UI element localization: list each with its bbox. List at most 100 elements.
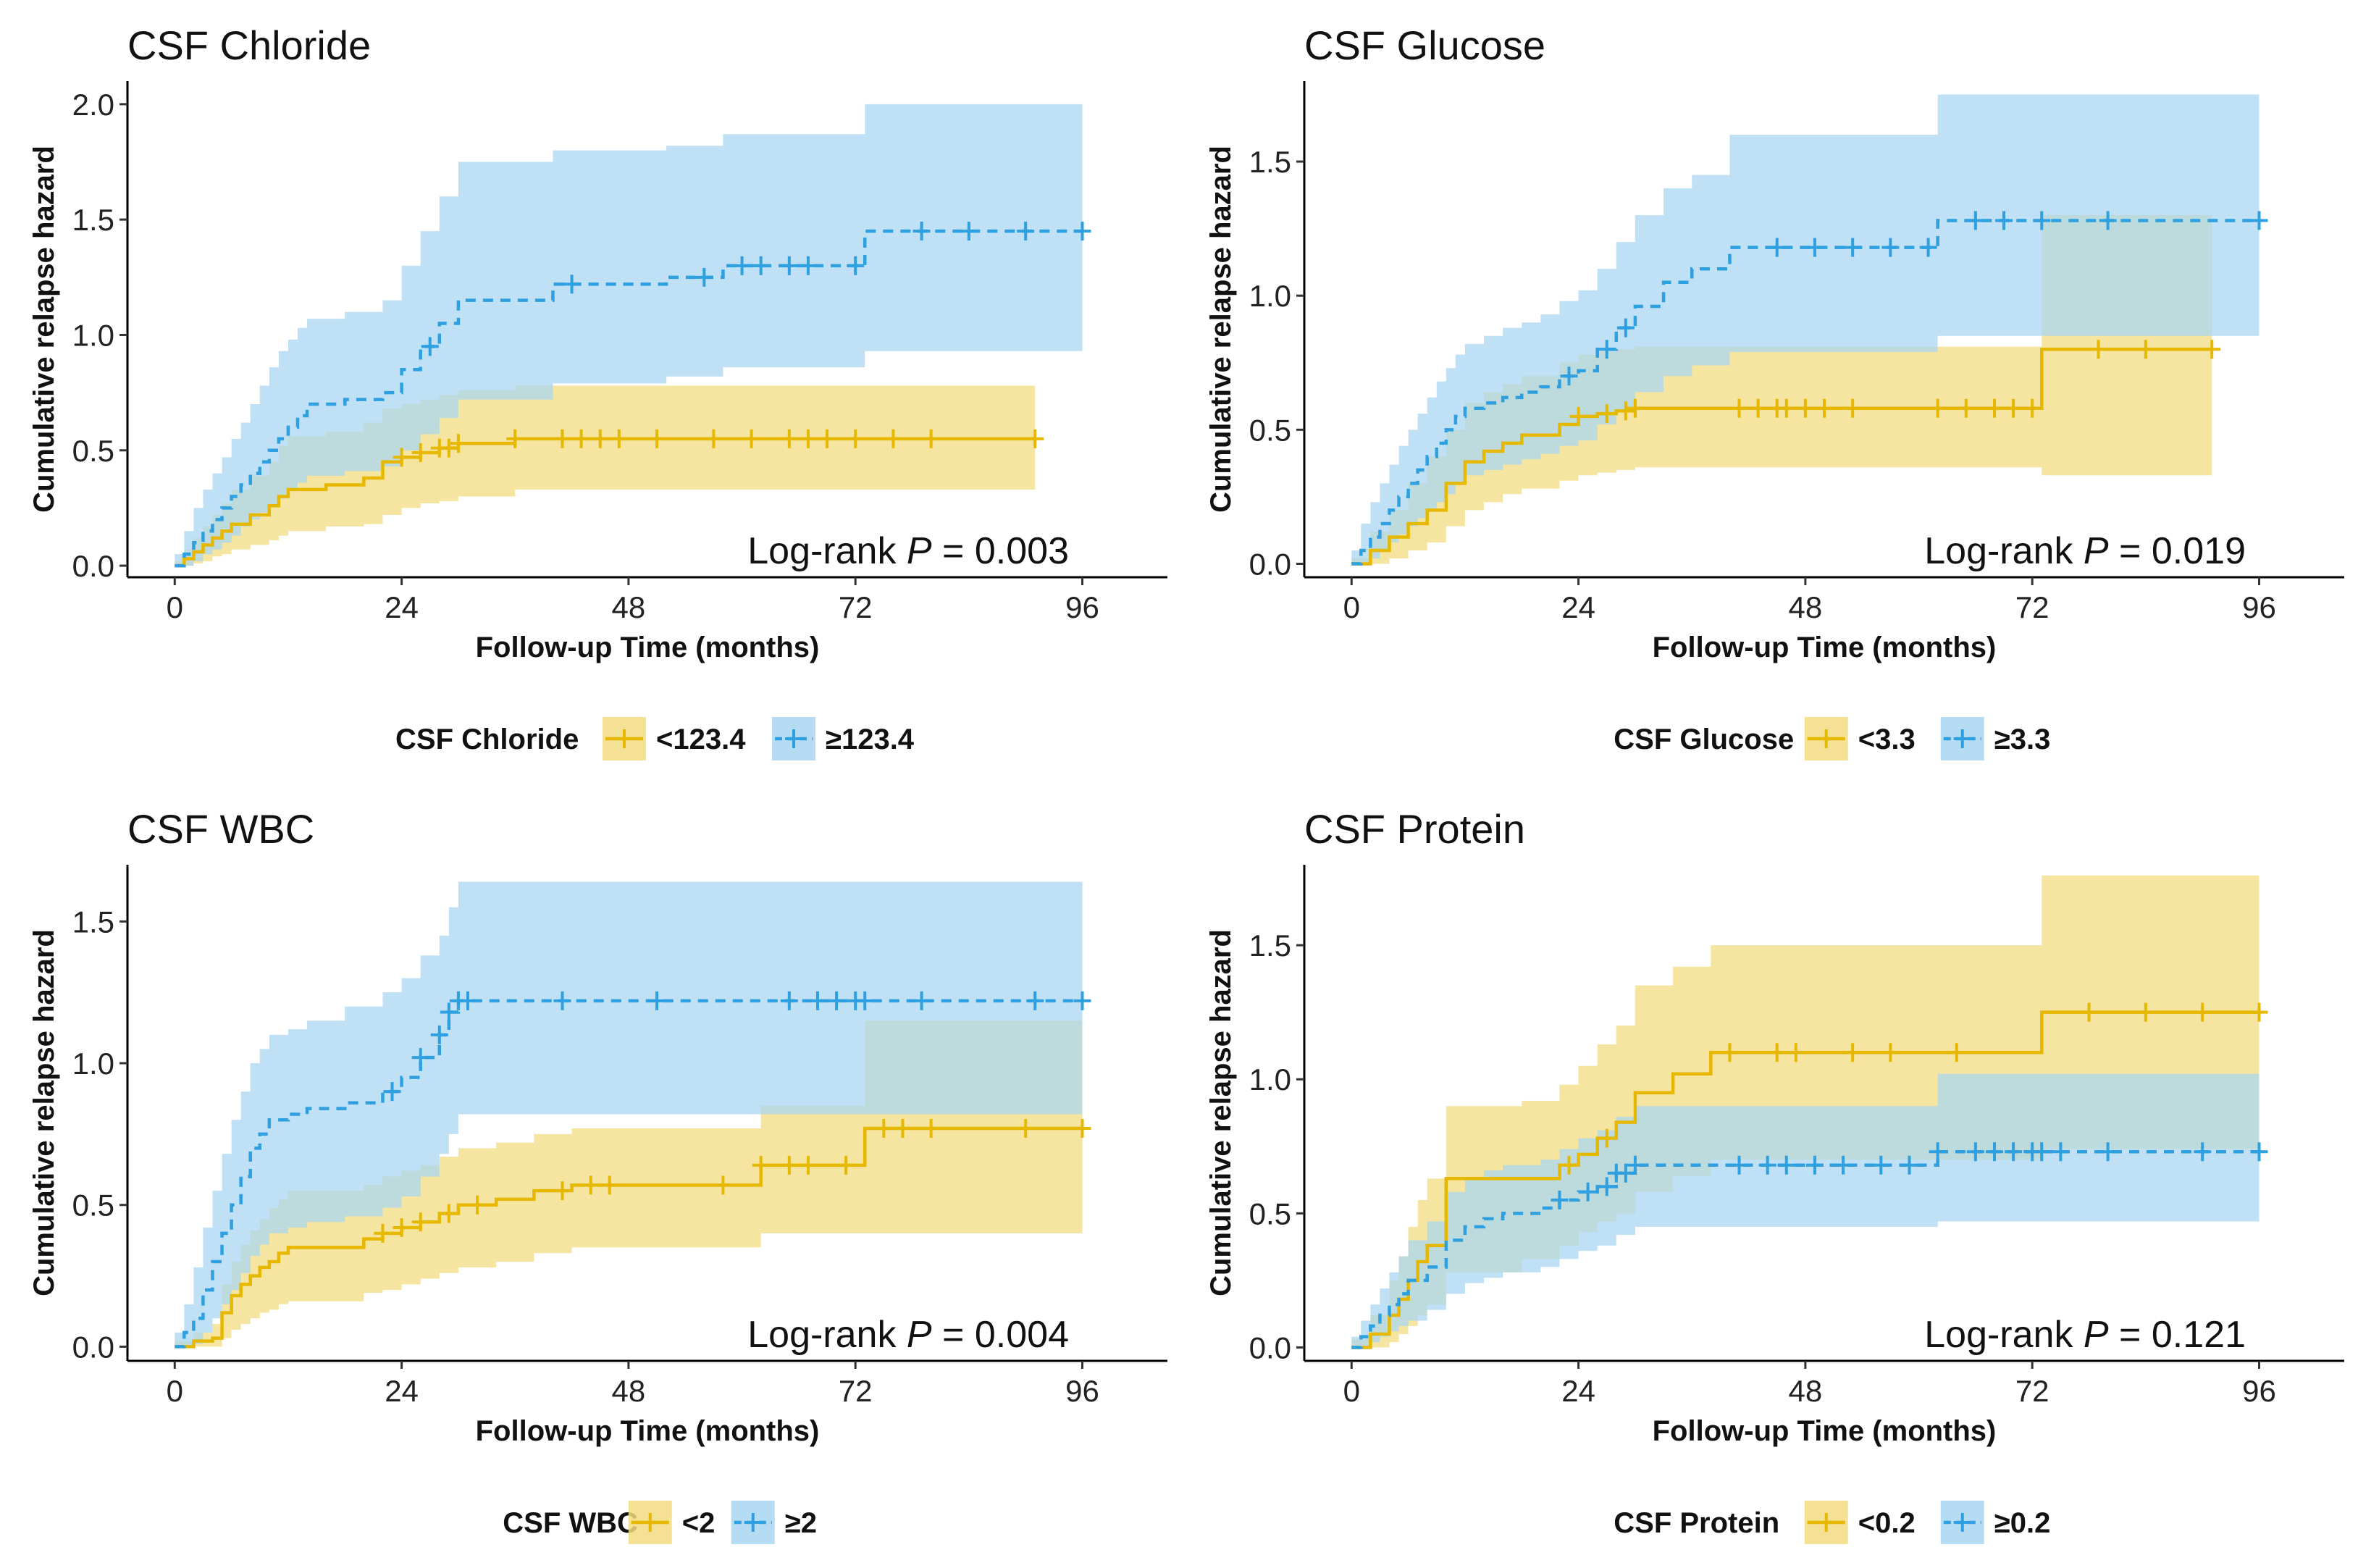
censor-mark bbox=[411, 1212, 429, 1232]
y-tick-label: 1.5 bbox=[72, 905, 114, 939]
censor-mark bbox=[1844, 398, 1862, 418]
p-label: P bbox=[2084, 1314, 2109, 1356]
censor-mark bbox=[1881, 1043, 1900, 1062]
y-tick-label: 2.0 bbox=[72, 88, 114, 122]
logrank-annotation: Log-rank P = 0.019 bbox=[1924, 530, 2246, 572]
censor-mark bbox=[393, 1218, 411, 1238]
censor-mark bbox=[1569, 406, 1587, 426]
logrank-label: Log-rank bbox=[1924, 530, 2084, 572]
p-label: P bbox=[2084, 530, 2109, 572]
censor-mark bbox=[2203, 340, 2221, 359]
legend-label-low: <3.3 bbox=[1858, 724, 1916, 755]
censor-mark bbox=[752, 256, 770, 275]
censor-mark bbox=[2194, 1002, 2212, 1022]
censor-mark bbox=[1579, 1182, 1597, 1202]
censor-mark bbox=[742, 429, 760, 448]
curve-low bbox=[175, 1126, 1083, 1349]
censor-mark bbox=[1796, 398, 1814, 418]
logrank-label: Log-rank bbox=[747, 1314, 907, 1356]
p-value: = 0.004 bbox=[932, 1314, 1069, 1356]
legend-censor-high bbox=[785, 729, 802, 748]
censor-mark bbox=[648, 991, 666, 1010]
censor-mark bbox=[875, 1119, 893, 1139]
censor-mark bbox=[2052, 1142, 2070, 1162]
censor-mark bbox=[1929, 1142, 1947, 1162]
legend-censor-high bbox=[1953, 729, 1971, 748]
x-tick-label: 48 bbox=[612, 590, 646, 624]
censor-mark bbox=[1966, 211, 1984, 230]
x-tick-label: 0 bbox=[1343, 1374, 1360, 1408]
x-tick-label: 0 bbox=[1343, 590, 1360, 624]
censor-mark bbox=[1816, 398, 1833, 418]
censor-mark bbox=[922, 429, 940, 448]
curve-low bbox=[1351, 348, 2212, 566]
censor-mark bbox=[1598, 1128, 1616, 1148]
censor-mark bbox=[799, 256, 817, 275]
censor-mark bbox=[1768, 238, 1786, 257]
ci-band-low bbox=[1351, 215, 2212, 564]
censor-mark bbox=[1598, 1177, 1616, 1196]
censor-mark bbox=[780, 256, 798, 275]
censor-mark bbox=[1805, 238, 1824, 257]
censor-mark bbox=[582, 1175, 600, 1195]
censor-mark bbox=[2099, 1142, 2117, 1162]
x-tick-label: 48 bbox=[1789, 590, 1823, 624]
censor-mark bbox=[2099, 211, 2117, 230]
censor-mark bbox=[1721, 1043, 1739, 1062]
censor-mark bbox=[1560, 366, 1578, 386]
censor-mark bbox=[411, 443, 429, 462]
censor-mark bbox=[2136, 1002, 2154, 1022]
censor-mark bbox=[1626, 398, 1644, 418]
censor-mark bbox=[1834, 1155, 1853, 1175]
x-tick-label: 96 bbox=[1065, 1374, 1099, 1408]
x-tick-label: 72 bbox=[2015, 590, 2049, 624]
censor-mark bbox=[1560, 1155, 1578, 1175]
x-tick-label: 72 bbox=[2015, 1374, 2049, 1408]
censor-mark bbox=[1900, 1155, 1918, 1175]
censor-mark bbox=[1995, 211, 2013, 230]
legend-censor-low bbox=[1817, 1513, 1835, 1532]
censor-mark bbox=[733, 256, 751, 275]
censor-mark bbox=[1787, 1043, 1805, 1062]
legend-censor-low bbox=[641, 1513, 659, 1532]
censor-mark bbox=[1026, 991, 1044, 1010]
censor-mark bbox=[430, 1025, 448, 1044]
x-tick-label: 0 bbox=[167, 1374, 183, 1408]
censor-mark bbox=[1017, 1119, 1035, 1139]
logrank-label: Log-rank bbox=[747, 530, 907, 572]
curve-high bbox=[1351, 219, 2260, 566]
censor-mark bbox=[553, 429, 571, 448]
censor-mark bbox=[1768, 1043, 1786, 1062]
censor-mark bbox=[705, 429, 723, 448]
censor-mark bbox=[1957, 398, 1975, 418]
legend: CSF Glucose <3.3 ≥3.3 bbox=[1614, 717, 2050, 760]
y-tick-label: 1.5 bbox=[72, 203, 114, 237]
censor-mark bbox=[2136, 340, 2154, 359]
panel-title: CSF Glucose bbox=[1304, 22, 1545, 68]
censor-mark bbox=[2250, 1142, 2268, 1162]
censor-mark bbox=[1073, 991, 1091, 1010]
censor-mark bbox=[600, 1175, 618, 1195]
censor-mark bbox=[563, 274, 581, 294]
censor-mark bbox=[1985, 1142, 2003, 1162]
y-tick-label: 1.0 bbox=[72, 1047, 114, 1081]
censor-mark bbox=[553, 991, 571, 1010]
censor-mark bbox=[1758, 1155, 1776, 1175]
censor-mark bbox=[469, 1195, 487, 1215]
curve-high bbox=[1351, 1149, 2260, 1349]
censor-mark bbox=[2033, 211, 2051, 230]
censor-mark bbox=[383, 1082, 401, 1102]
censor-mark bbox=[440, 1204, 458, 1223]
legend-censor-low bbox=[616, 729, 633, 748]
censor-mark bbox=[2005, 1142, 2023, 1162]
legend-label-high: ≥2 bbox=[785, 1507, 817, 1539]
x-tick-label: 24 bbox=[1561, 590, 1595, 624]
censor-mark bbox=[799, 429, 817, 448]
censor-mark bbox=[2005, 398, 2023, 418]
x-tick-label: 24 bbox=[385, 590, 419, 624]
y-tick-label: 1.5 bbox=[1249, 928, 1291, 963]
censor-mark bbox=[780, 1155, 798, 1175]
legend: CSF WBC <2 ≥2 bbox=[503, 1501, 817, 1544]
censor-mark bbox=[1598, 340, 1616, 359]
censor-mark bbox=[1844, 238, 1862, 257]
